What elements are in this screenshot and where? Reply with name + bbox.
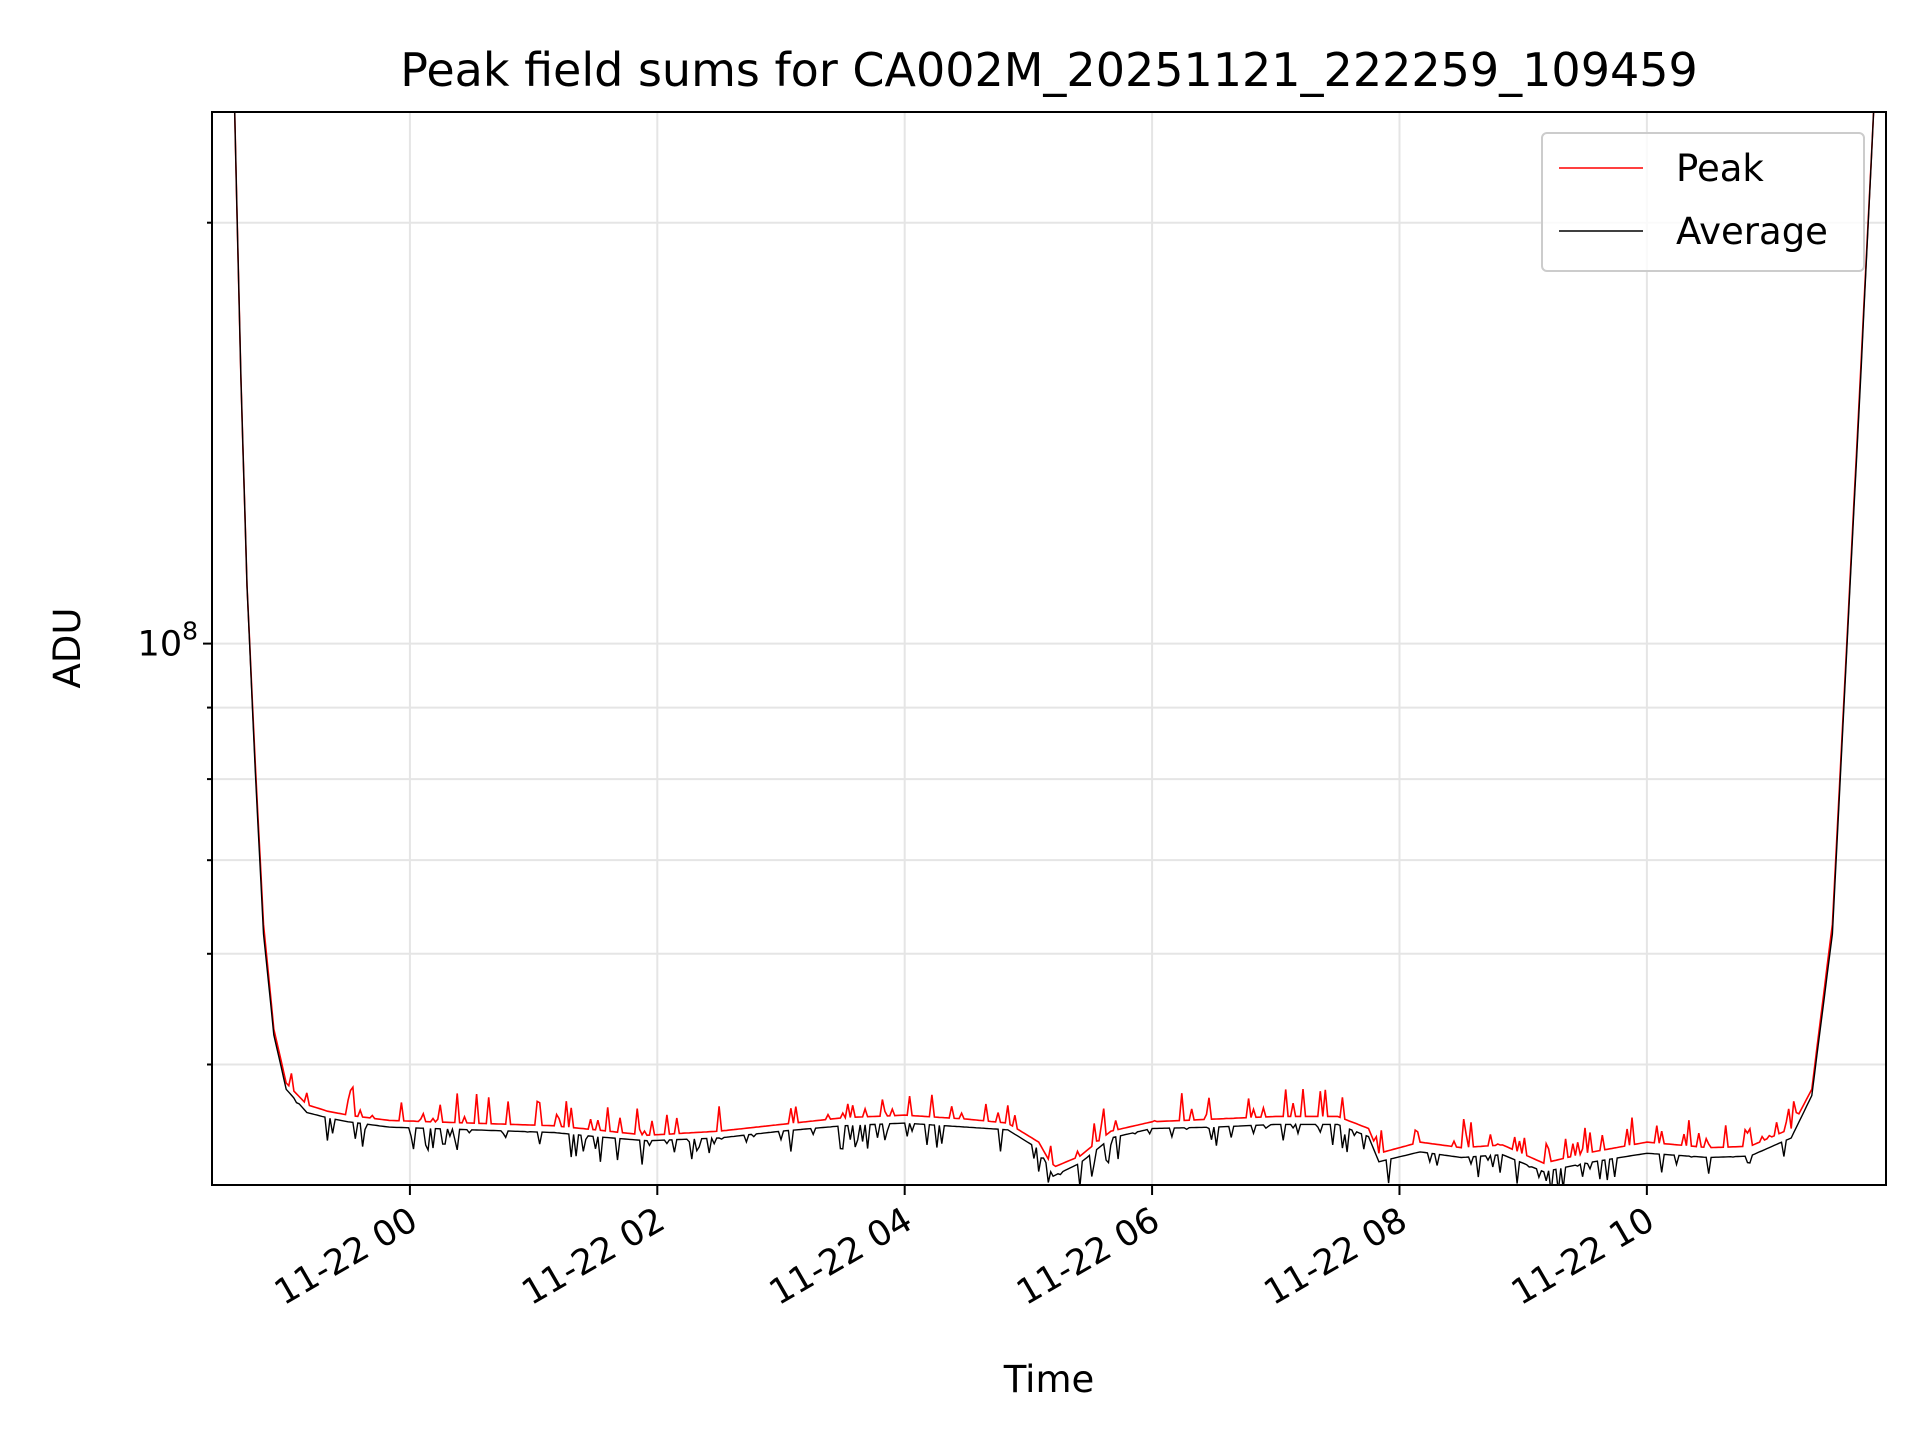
grid xyxy=(212,112,1886,1185)
y-tick-label: 108 xyxy=(138,617,198,665)
peak-series-line xyxy=(233,112,1875,1168)
y-axis-label: ADU xyxy=(46,608,89,689)
x-axis-label: Time xyxy=(1003,1358,1095,1401)
legend-peak-label: Peak xyxy=(1676,147,1764,190)
series-layer xyxy=(233,112,1875,1185)
chart-title: Peak field sums for CA002M_20251121_2222… xyxy=(400,43,1698,97)
plot-frame xyxy=(211,111,1887,1186)
legend: Peak Average xyxy=(1541,132,1865,272)
legend-average-label: Average xyxy=(1676,210,1828,253)
average-series-line xyxy=(234,112,1875,1185)
